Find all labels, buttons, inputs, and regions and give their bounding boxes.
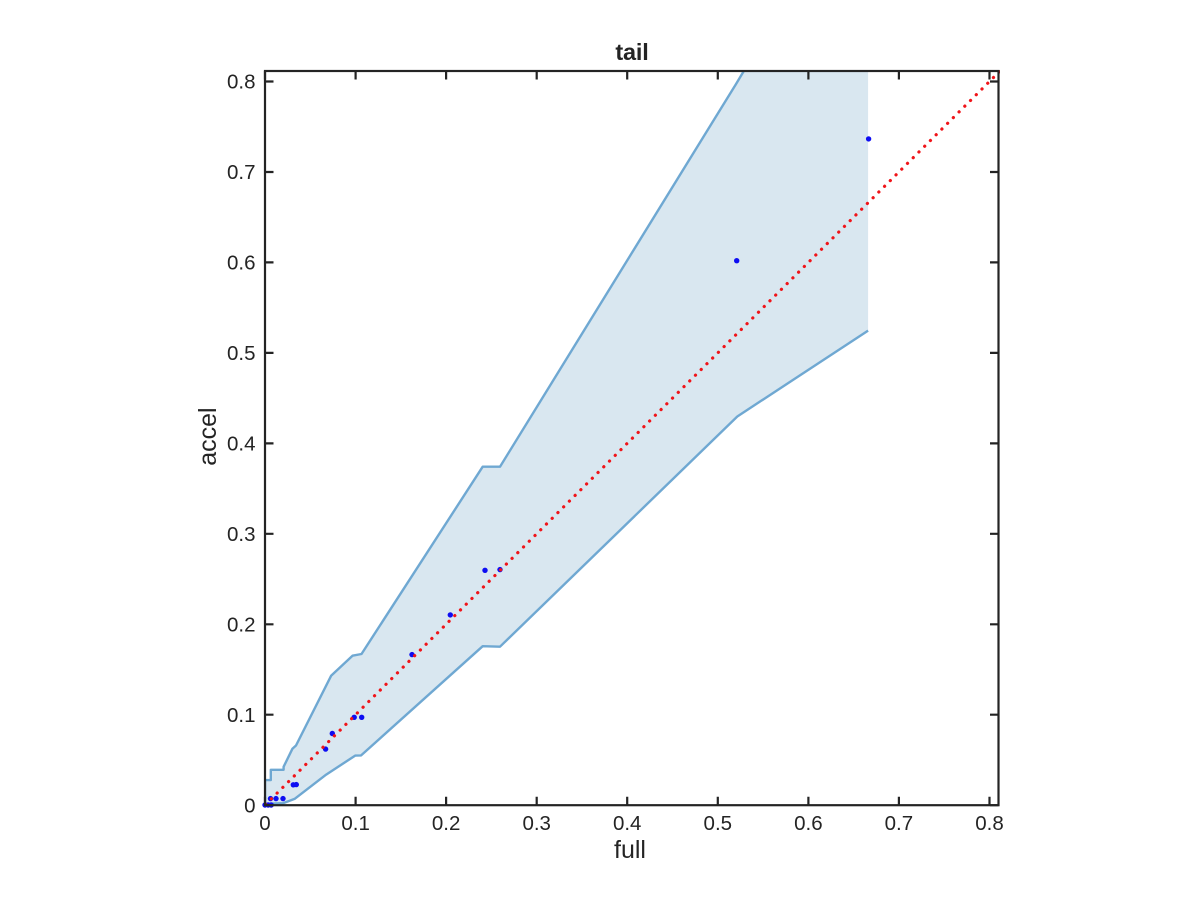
svg-text:0.1: 0.1 — [341, 812, 370, 835]
svg-text:0.6: 0.6 — [794, 812, 823, 835]
svg-text:0.4: 0.4 — [613, 812, 642, 835]
svg-text:0.8: 0.8 — [227, 71, 256, 94]
svg-text:0.2: 0.2 — [227, 614, 256, 637]
svg-text:0: 0 — [244, 794, 255, 817]
svg-text:0.3: 0.3 — [522, 812, 551, 835]
svg-text:0.4: 0.4 — [227, 433, 256, 456]
svg-text:0.5: 0.5 — [704, 812, 733, 835]
svg-text:full: full — [614, 836, 646, 864]
svg-text:0.7: 0.7 — [227, 161, 256, 184]
svg-text:0.7: 0.7 — [885, 812, 914, 835]
svg-text:tail: tail — [615, 39, 648, 65]
svg-text:0.8: 0.8 — [975, 812, 1004, 835]
svg-text:0.5: 0.5 — [227, 342, 256, 365]
svg-text:0.3: 0.3 — [227, 523, 256, 546]
svg-text:0.2: 0.2 — [432, 812, 461, 835]
svg-text:0: 0 — [259, 812, 270, 835]
svg-text:0.1: 0.1 — [227, 704, 256, 727]
svg-text:accel: accel — [194, 407, 222, 465]
svg-text:0.6: 0.6 — [227, 252, 256, 275]
